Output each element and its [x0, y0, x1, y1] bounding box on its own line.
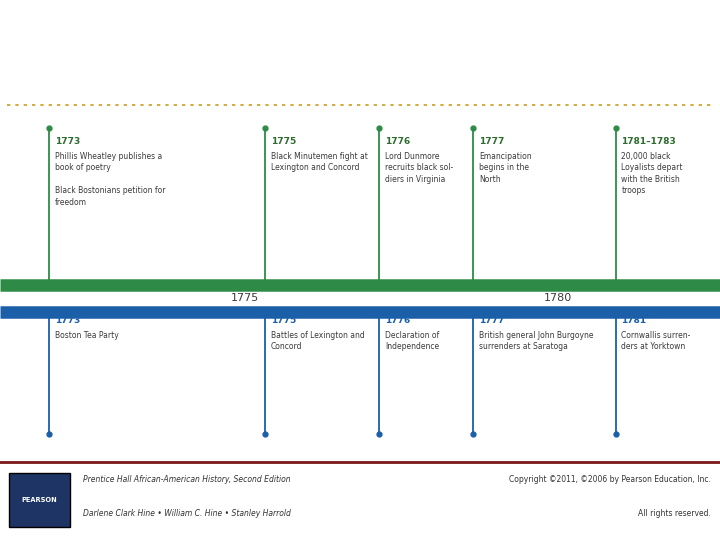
Text: Prentice Hall African-American History, Second Edition: Prentice Hall African-American History, …	[83, 475, 290, 484]
Text: 1777: 1777	[479, 316, 504, 325]
Text: Cornwallis surren-
ders at Yorktown: Cornwallis surren- ders at Yorktown	[621, 330, 690, 351]
Text: Lord Dunmore
recruits black sol-
diers in Virginia: Lord Dunmore recruits black sol- diers i…	[385, 152, 454, 184]
Text: 1776: 1776	[385, 137, 410, 146]
Text: 1775: 1775	[271, 137, 296, 146]
Text: 20,000 black
Loyalists depart
with the British
troops: 20,000 black Loyalists depart with the B…	[621, 152, 683, 195]
Text: Emancipation
begins in the
North: Emancipation begins in the North	[479, 152, 531, 184]
Text: Black Minutemen fight at
Lexington and Concord: Black Minutemen fight at Lexington and C…	[271, 152, 368, 172]
Text: Darlene Clark Hine • William C. Hine • Stanley Harrold: Darlene Clark Hine • William C. Hine • S…	[83, 509, 291, 518]
Text: British general John Burgoyne
surrenders at Saratoga: British general John Burgoyne surrenders…	[479, 330, 593, 351]
Text: Boston Tea Party: Boston Tea Party	[55, 330, 119, 340]
Text: 1776: 1776	[385, 316, 410, 325]
Text: 1775: 1775	[271, 316, 296, 325]
Text: 1777: 1777	[479, 137, 504, 146]
FancyBboxPatch shape	[9, 473, 70, 528]
Text: PEARSON: PEARSON	[21, 497, 57, 503]
Text: 1780: 1780	[544, 293, 572, 303]
Text: Declaration of
Independence: Declaration of Independence	[385, 330, 439, 351]
Text: 1781: 1781	[621, 316, 647, 325]
Text: 1773: 1773	[55, 316, 80, 325]
Text: Phillis Wheatley publishes a
book of poetry

Black Bostonians petition for
freed: Phillis Wheatley publishes a book of poe…	[55, 152, 165, 207]
Text: 1781–1783: 1781–1783	[621, 137, 676, 146]
Text: Copyright ©2011, ©2006 by Pearson Education, Inc.: Copyright ©2011, ©2006 by Pearson Educat…	[510, 475, 711, 484]
Text: All rights reserved.: All rights reserved.	[639, 509, 711, 518]
Text: 1773: 1773	[55, 137, 80, 146]
Text: 1775: 1775	[230, 293, 259, 303]
Text: Battles of Lexington and
Concord: Battles of Lexington and Concord	[271, 330, 364, 351]
